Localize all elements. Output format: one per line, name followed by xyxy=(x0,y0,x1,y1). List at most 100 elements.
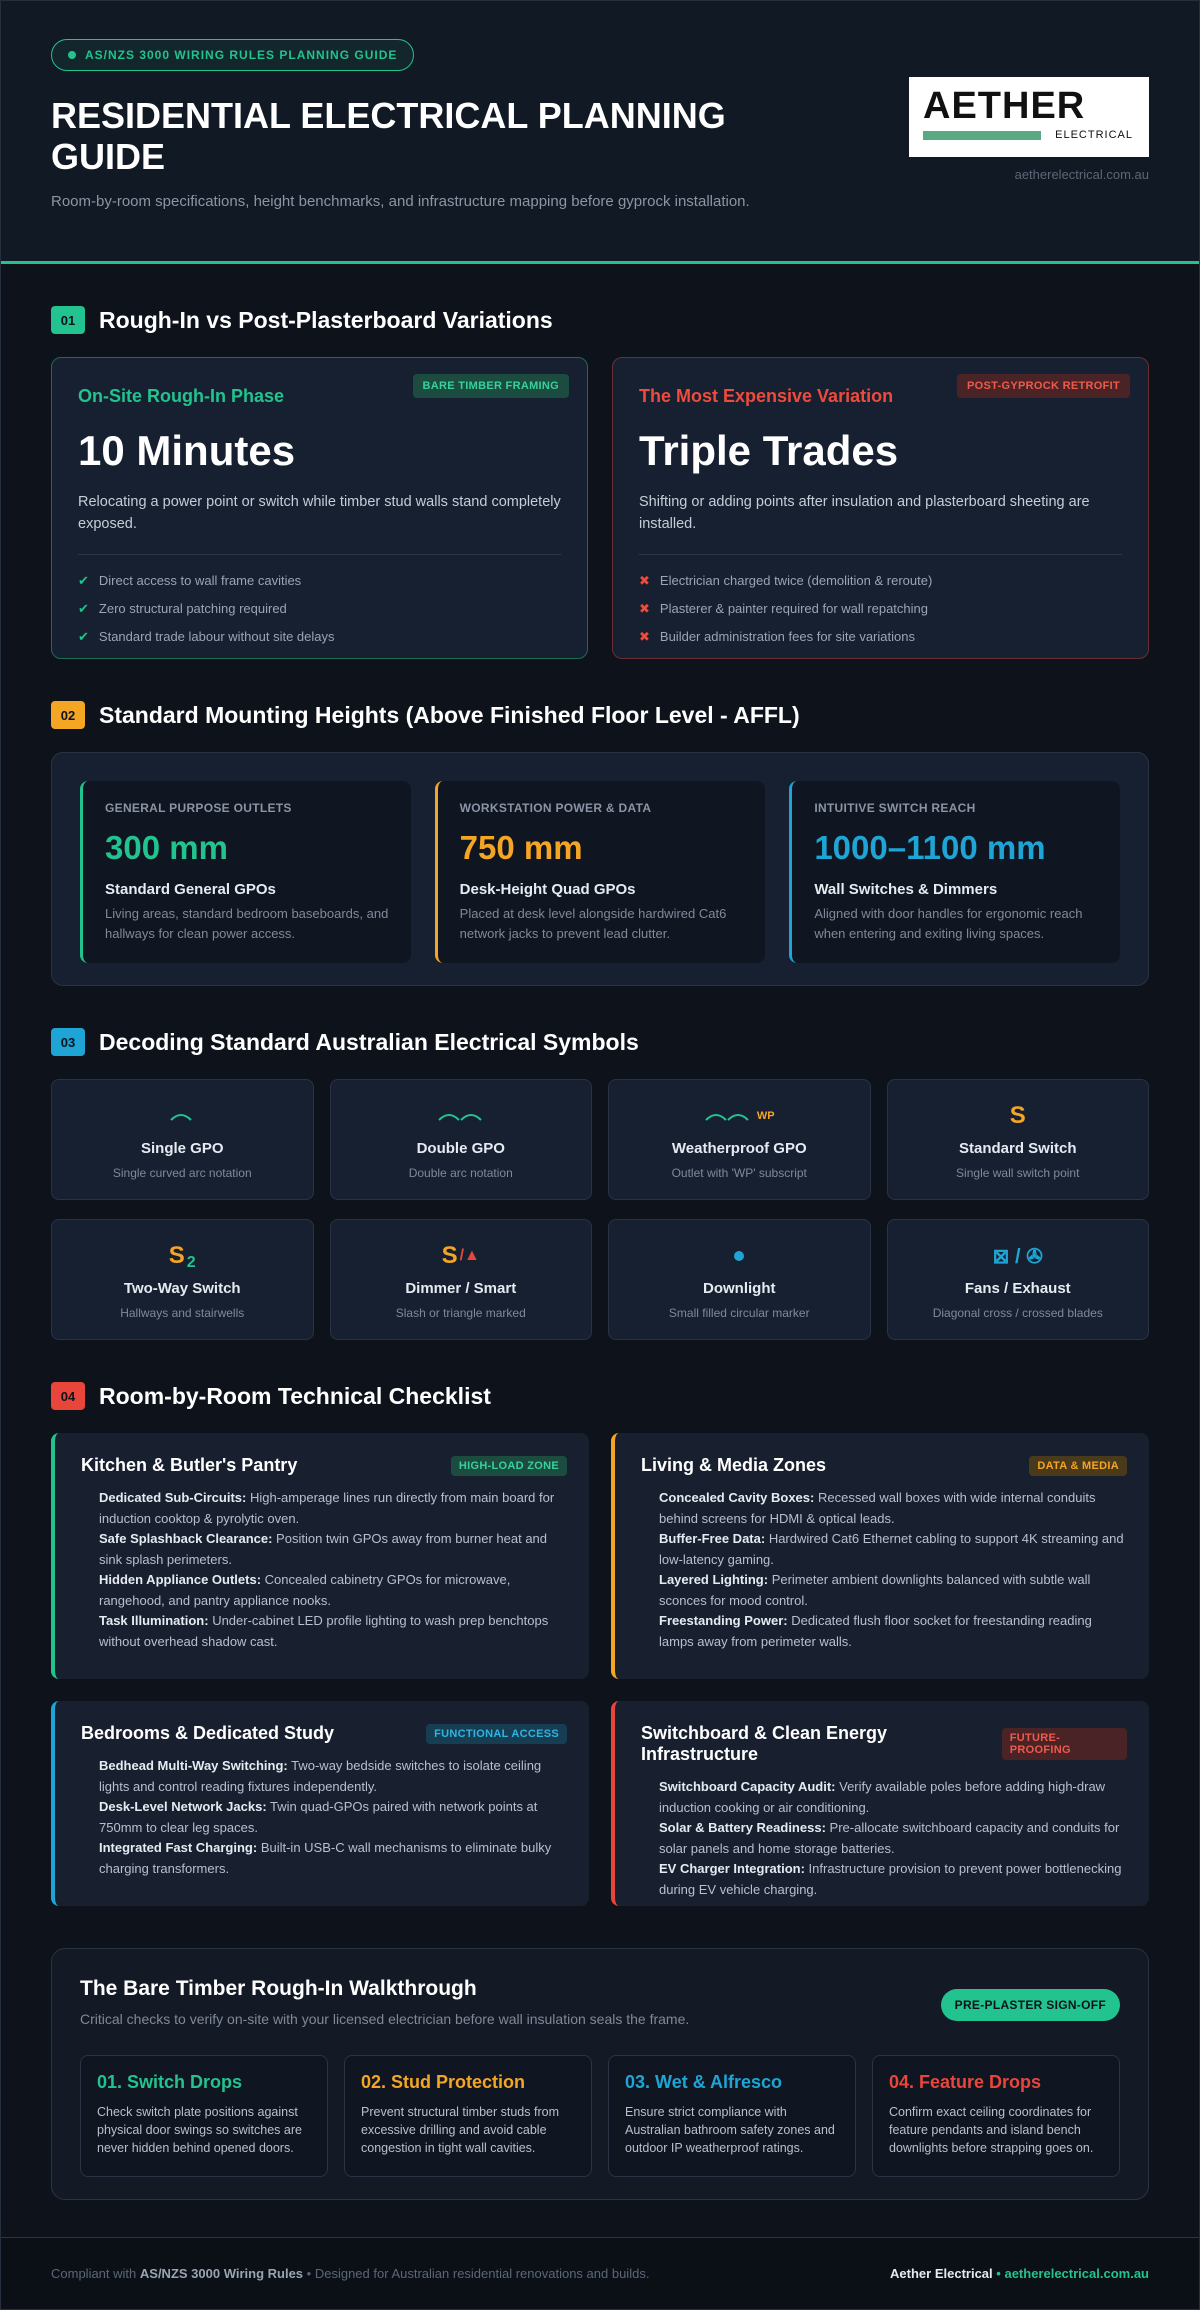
height-card: WORKSTATION POWER & DATA 750 mm Desk-Heigh… xyxy=(434,781,766,963)
item-text: Under-cabinet LED profile lighting to wa… xyxy=(99,1613,549,1649)
item-term: Bedhead Multi-Way Switching: xyxy=(99,1758,288,1773)
badge-text: AS/NZS 3000 WIRING RULES PLANNING GUIDE xyxy=(85,48,398,62)
step-text: Prevent structural timber studs from exc… xyxy=(361,2105,559,2156)
icon-main: S xyxy=(168,1242,185,1269)
list-item: ✔ Zero structural patching required xyxy=(78,595,561,623)
height-subtitle: Wall Switches & Dimmers xyxy=(814,881,998,898)
checklist-head: Living & Media Zones DATA & MEDIA xyxy=(641,1455,1127,1476)
item-term: Task Illumination: xyxy=(99,1613,209,1628)
logo-sub: ELECTRICAL xyxy=(1055,129,1133,141)
symbol-name: Standard Switch xyxy=(958,1140,1077,1157)
list-item: ✔ Direct access to wall frame cavities xyxy=(78,567,561,595)
symbol-graphic xyxy=(705,1114,749,1121)
item-text: Pre-allocate switchboard capacity and co… xyxy=(659,1820,1120,1856)
marker: ✖ xyxy=(639,628,650,644)
comparison-grid: On-Site Rough-In Phase BARE TIMBER FRAMIN… xyxy=(51,357,1149,659)
marker: ✖ xyxy=(639,600,650,616)
section-heading: 01 Rough-In vs Post-Plasterboard Variatio… xyxy=(51,305,1149,335)
symbol-card: Double GPO Double arc notation xyxy=(329,1079,592,1200)
item-term: Buffer-Free Data: xyxy=(659,1531,766,1546)
symbol-card: ⊠ / ✇ Fans / Exhaust Diagonal cross / cros… xyxy=(886,1219,1149,1340)
checklist-item: Switchboard Capacity Audit: Verify avail… xyxy=(659,1777,1127,1818)
comparison-card: On-Site Rough-In Phase BARE TIMBER FRAMIN… xyxy=(51,357,588,659)
symbol-icon: ⊠ / ✇ xyxy=(993,1238,1043,1274)
list-item: ✖ Electrician charged twice (demolition &… xyxy=(639,567,1122,595)
step-card: 02. Stud Protection Prevent structural ti… xyxy=(344,2055,592,2177)
symbol-desc: Outlet with 'WP' subscript xyxy=(671,1166,807,1180)
item-text: Plasterer & painter required for wall re… xyxy=(659,600,928,616)
symbol-icon xyxy=(169,1098,195,1134)
item-text: Builder administration fees for site var… xyxy=(659,628,915,644)
steps: 01. Switch Drops Check switch plate posit… xyxy=(80,2055,1120,2177)
badge: AS/NZS 3000 WIRING RULES PLANNING GUIDE xyxy=(51,39,415,71)
item-text: Standard trade labour without site delay… xyxy=(98,628,335,644)
footer-suffix: • Designed for Australian residential re… xyxy=(306,2266,650,2281)
checklist-item: Safe Splashback Clearance: Position twin… xyxy=(99,1529,567,1570)
checklist-item: Concealed Cavity Boxes: Recessed wall bo… xyxy=(659,1488,1127,1529)
card-desc: Shifting or adding points after insulati… xyxy=(639,494,1090,533)
item-term: Hidden Appliance Outlets: xyxy=(99,1572,262,1587)
step-card: 01. Switch Drops Check switch plate posit… xyxy=(80,2055,328,2177)
step-title: 01. Switch Drops xyxy=(97,2072,243,2092)
item-term: Desk-Level Network Jacks: xyxy=(99,1799,267,1814)
height-desc: Placed at desk level alongside hardwired… xyxy=(459,906,727,941)
checklist-head: Kitchen & Butler's Pantry HIGH-LOAD ZONE xyxy=(81,1455,567,1476)
section-title: Standard Mounting Heights (Above Finishe… xyxy=(99,701,800,728)
walkthrough: The Bare Timber Rough-In Walkthrough Crit… xyxy=(51,1948,1149,2200)
checklist-item: Bedhead Multi-Way Switching: Two-way bed… xyxy=(99,1756,567,1797)
main: 01 Rough-In vs Post-Plasterboard Variatio… xyxy=(1,305,1199,2200)
item-term: Solar & Battery Readiness: xyxy=(659,1820,826,1835)
symbol-card: WP Weatherproof GPO Outlet with 'WP' subsc… xyxy=(608,1079,871,1200)
checklist-title: Kitchen & Butler's Pantry xyxy=(81,1455,298,1475)
marker: ✔ xyxy=(78,600,89,616)
icon-extra: WP xyxy=(756,1110,775,1122)
item-text: High-amperage lines run directly from ma… xyxy=(99,1490,555,1526)
icon-main: ⊠ / ✇ xyxy=(992,1245,1043,1268)
step-title: 02. Stud Protection xyxy=(361,2072,526,2092)
symbol-icon: S/▲ xyxy=(442,1238,480,1274)
symbol-desc: Diagonal cross / crossed blades xyxy=(932,1306,1103,1320)
logo-bar xyxy=(923,131,1041,140)
height-card: GENERAL PURPOSE OUTLETS 300 mm Standard Ge… xyxy=(80,781,411,963)
checklist-item: Task Illumination: Under-cabinet LED pro… xyxy=(99,1611,567,1652)
item-text: Perimeter ambient downlights balanced wi… xyxy=(659,1572,1091,1608)
height-card: INTUITIVE SWITCH REACH 1000–1100 mm Wall S… xyxy=(789,781,1120,963)
symbol-name: Fans / Exhaust xyxy=(964,1280,1071,1297)
symbol-grid: Single GPO Single curved arc notation Doub… xyxy=(51,1079,1149,1340)
badge-dot xyxy=(68,51,76,59)
symbol-card: Single GPO Single curved arc notation xyxy=(51,1079,314,1200)
step-text: Check switch plate positions against phy… xyxy=(97,2105,302,2156)
item-text: Dedicated flush floor socket for freesta… xyxy=(659,1613,1092,1649)
checklist-card: Living & Media Zones DATA & MEDIA Conceale… xyxy=(611,1433,1149,1679)
checklist-item: Layered Lighting: Perimeter ambient down… xyxy=(659,1570,1127,1611)
symbol-desc: Single wall switch point xyxy=(956,1166,1080,1180)
header: AS/NZS 3000 WIRING RULES PLANNING GUIDE R… xyxy=(1,1,1199,264)
card-big: Triple Trades xyxy=(639,427,899,474)
item-text: Zero structural patching required xyxy=(98,600,287,616)
symbol-desc: Slash or triangle marked xyxy=(395,1306,526,1320)
checklist-item: EV Charger Integration: Infrastructure p… xyxy=(659,1859,1127,1900)
card-label: The Most Expensive Variation xyxy=(639,386,894,406)
item-text: Position twin GPOs away from burner heat… xyxy=(99,1531,548,1567)
symbol-card: Downlight Small filled circular marker xyxy=(608,1219,871,1340)
symbol-desc: Small filled circular marker xyxy=(668,1306,810,1320)
marker: ✔ xyxy=(78,572,89,588)
item-text: Electrician charged twice (demolition & … xyxy=(659,572,933,588)
step-card: 03. Wet & Alfresco Ensure strict complian… xyxy=(608,2055,856,2177)
section-title: Rough-In vs Post-Plasterboard Variations xyxy=(99,306,553,333)
checklist-title: Switchboard & Clean Energy Infrastructur… xyxy=(641,1723,888,1764)
height-label: WORKSTATION POWER & DATA xyxy=(459,801,652,815)
item-text: Twin quad-GPOs paired with network point… xyxy=(99,1799,538,1835)
section-heading: 03 Decoding Standard Australian Electrica… xyxy=(51,1027,1149,1057)
checklist-item: Buffer-Free Data: Hardwired Cat6 Etherne… xyxy=(659,1529,1127,1570)
card-list: ✖ Electrician charged twice (demolition &… xyxy=(639,567,1122,651)
subtitle: Room-by-room specifications, height benc… xyxy=(51,192,750,210)
checklist-item: Freestanding Power: Dedicated flush floo… xyxy=(659,1611,1127,1652)
card-tag: POST-GYPROCK RETROFIT xyxy=(957,374,1130,398)
checklist-tag: DATA & MEDIA xyxy=(1029,1455,1127,1476)
checklist-head: Bedrooms & Dedicated Study FUNCTIONAL ACC… xyxy=(81,1723,567,1744)
symbol-name: Single GPO xyxy=(140,1140,224,1157)
divider xyxy=(78,553,561,555)
item-text: Built-in USB-C wall mechanisms to elimin… xyxy=(99,1840,552,1876)
item-term: Integrated Fast Charging: xyxy=(99,1840,258,1855)
